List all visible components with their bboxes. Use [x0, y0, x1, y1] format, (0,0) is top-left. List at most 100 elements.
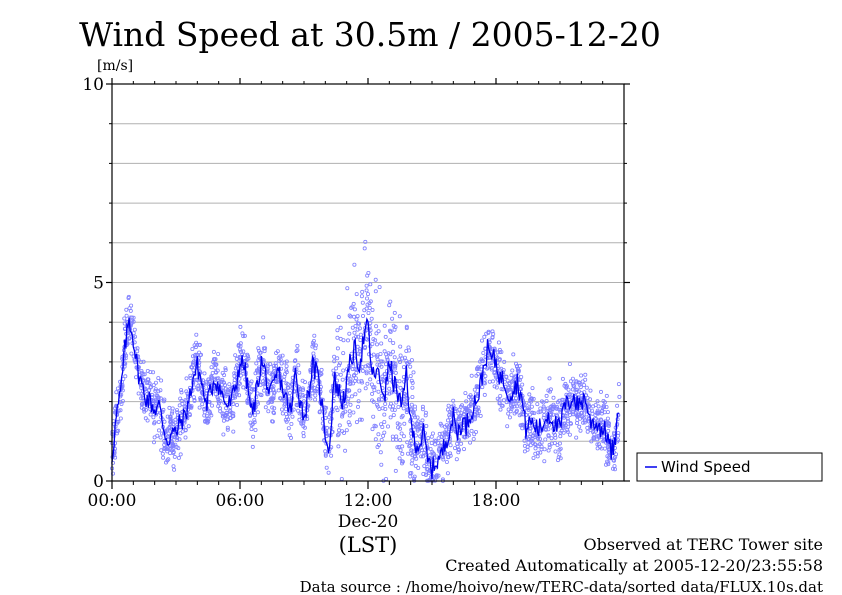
scatter-point	[287, 433, 292, 438]
scatter-point	[295, 343, 300, 348]
scatter-point	[377, 285, 382, 290]
scatter-point	[387, 303, 392, 308]
scatter-point	[555, 413, 560, 418]
scatter-point	[271, 394, 276, 399]
scatter-point	[458, 413, 463, 418]
scatter-point	[382, 430, 387, 435]
scatter-point	[408, 474, 413, 479]
scatter-point	[498, 407, 503, 412]
scatter-point	[542, 459, 547, 464]
scatter-point	[408, 438, 413, 443]
scatter-point	[337, 361, 342, 366]
scatter-point	[484, 331, 489, 336]
scatter-point	[530, 410, 535, 415]
scatter-point	[355, 404, 360, 409]
scatter-point	[558, 434, 563, 439]
scatter-point	[188, 373, 193, 378]
scatter-point	[207, 379, 212, 384]
scatter-point	[197, 342, 202, 347]
scatter-point	[195, 378, 200, 383]
scatter-point	[156, 428, 161, 433]
scatter-point	[531, 396, 536, 401]
scatter-point	[204, 413, 209, 418]
scatter-point	[388, 299, 393, 304]
scatter-point	[156, 376, 161, 381]
scatter-point	[375, 357, 380, 362]
scatter-point	[584, 385, 589, 390]
scatter-point	[286, 426, 291, 431]
y-tick-label: 0	[93, 472, 104, 492]
legend-box	[636, 452, 823, 482]
scatter-point	[343, 448, 348, 453]
scatter-point	[300, 392, 305, 397]
scatter-point	[400, 444, 405, 449]
scatter-point	[227, 382, 232, 387]
scatter-point	[472, 387, 477, 392]
scatter-point	[241, 349, 246, 354]
scatter-point	[250, 444, 255, 449]
scatter-point	[492, 346, 497, 351]
scatter-point	[388, 338, 393, 343]
scatter-point	[354, 334, 359, 339]
scatter-point	[224, 411, 229, 416]
scatter-point	[409, 402, 414, 407]
scatter-point	[115, 429, 120, 434]
scatter-point	[446, 455, 451, 460]
scatter-point	[147, 387, 152, 392]
scatter-point	[371, 337, 376, 342]
scatter-point	[482, 392, 487, 397]
scatter-point	[218, 409, 223, 414]
scatter-point	[375, 362, 380, 367]
scatter-point	[334, 366, 339, 371]
scatter-point	[616, 438, 621, 443]
scatter-point	[360, 364, 365, 369]
scatter-point	[533, 451, 538, 456]
scatter-point	[382, 323, 387, 328]
scatter-point	[317, 409, 322, 414]
scatter-point	[539, 444, 544, 449]
scatter-point	[180, 429, 185, 434]
scatter-point	[516, 369, 521, 374]
scatter-point	[576, 380, 581, 385]
scatter-point	[382, 372, 387, 377]
scatter-point	[143, 407, 148, 412]
scatter-point	[135, 349, 140, 354]
scatter-point	[418, 422, 423, 427]
scatter-point	[158, 396, 163, 401]
scatter-point	[474, 385, 479, 390]
scatter-point	[159, 378, 164, 383]
scatter-point	[284, 359, 289, 364]
scatter-point	[554, 406, 559, 411]
scatter-point	[594, 416, 599, 421]
scatter-point	[481, 350, 486, 355]
scatter-point	[390, 349, 395, 354]
scatter-point	[322, 411, 327, 416]
scatter-point	[452, 446, 457, 451]
scatter-point	[392, 355, 397, 360]
scatter-point	[231, 411, 236, 416]
scatter-point	[585, 429, 590, 434]
scatter-point	[213, 365, 218, 370]
scatter-point	[410, 458, 415, 463]
scatter-point	[165, 434, 170, 439]
scatter-point	[222, 373, 227, 378]
scatter-point	[319, 367, 324, 372]
scatter-point	[421, 471, 426, 476]
scatter-point	[162, 419, 167, 424]
scatter-point	[268, 362, 273, 367]
scatter-point	[162, 397, 167, 402]
scatter-point	[355, 314, 360, 319]
scatter-point	[614, 452, 619, 457]
scatter-point	[471, 436, 476, 441]
scatter-point	[335, 335, 340, 340]
scatter-point	[265, 362, 270, 367]
scatter-point	[365, 381, 370, 386]
scatter-point	[570, 376, 575, 381]
scatter-point	[379, 341, 384, 346]
scatter-point	[220, 385, 225, 390]
scatter-point	[331, 368, 336, 373]
scatter-point	[408, 364, 413, 369]
scatter-point	[351, 373, 356, 378]
scatter-point	[334, 405, 339, 410]
scatter-point	[426, 436, 431, 441]
